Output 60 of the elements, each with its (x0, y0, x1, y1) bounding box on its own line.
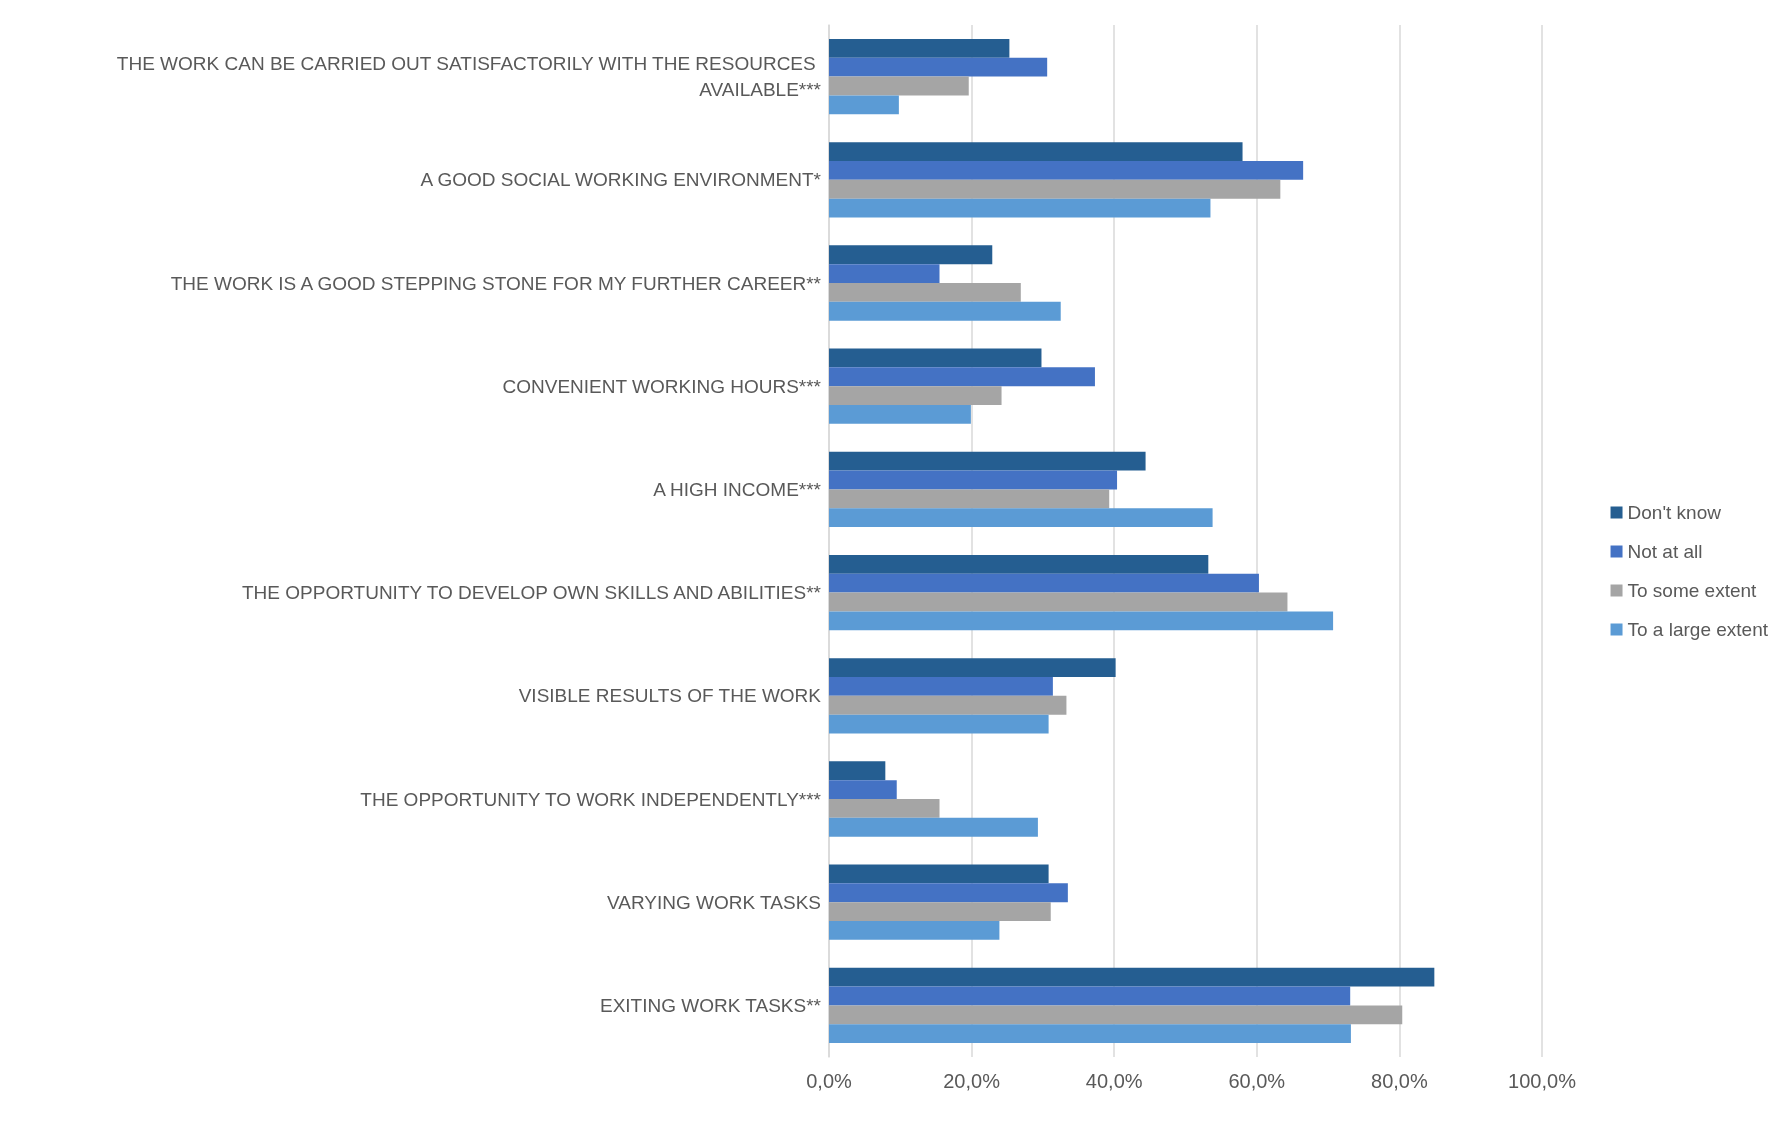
bar (829, 264, 940, 283)
bar (829, 967, 1435, 987)
bar (829, 592, 1288, 612)
bar (829, 573, 1259, 593)
bar (829, 405, 971, 424)
bar (829, 883, 1068, 903)
bar (829, 695, 1067, 715)
y-tick-label: THE WORK CAN BE CARRIED OUT SATISFACTORILY WITH THE RESOURCES AVAILABLE*** (116, 53, 822, 101)
y-tick-label: A HIGH INCOME*** (653, 478, 822, 500)
bar (829, 57, 1048, 77)
bar (829, 179, 1281, 199)
bar (829, 902, 1051, 922)
legend-label: Not at all (1627, 541, 1703, 562)
y-tick-label: A GOOD SOCIAL WORKING ENVIRONMENT* (420, 169, 822, 191)
y-tick-label: THE OPPORTUNITY TO DEVELOP OWN SKILLS AND ABILITIES** (242, 582, 822, 604)
bar (829, 283, 1021, 302)
x-tick-label: 60,0% (1228, 1070, 1286, 1092)
bar (829, 142, 1243, 161)
bar (829, 245, 993, 265)
x-tick-label: 0,0% (806, 1070, 853, 1092)
bar (829, 1005, 1403, 1025)
bar (829, 451, 1146, 471)
bar (829, 38, 1010, 58)
legend-label: To some extent (1627, 580, 1758, 601)
bar (829, 301, 1061, 321)
y-tick-label: THE WORK IS A GOOD STEPPING STONE FOR MY FURTHER CAREER** (170, 272, 822, 294)
bar (829, 1024, 1351, 1044)
bar (829, 676, 1053, 696)
x-tick-label: 80,0% (1371, 1070, 1428, 1092)
y-tick-label: CONVENIENT WORKING HOURS*** (502, 375, 822, 397)
bar (829, 864, 1049, 884)
bar (829, 367, 1095, 387)
bar (829, 611, 1334, 631)
bar (829, 95, 899, 115)
bar (829, 470, 1118, 490)
bar (829, 508, 1213, 528)
x-tick-label: 40,0% (1085, 1070, 1143, 1092)
bar (829, 489, 1110, 509)
bar (829, 658, 1116, 677)
legend-label: Don't know (1627, 502, 1722, 523)
x-tick-label: 20,0% (943, 1070, 1001, 1092)
y-tick-label: EXITING WORK TASKS** (599, 994, 822, 1016)
bar (829, 554, 1209, 574)
bar (829, 780, 897, 799)
bar (829, 386, 1002, 406)
y-tick-label: THE OPPORTUNITY TO WORK INDEPENDENTLY*** (360, 788, 822, 810)
bar (829, 348, 1042, 368)
bar (829, 76, 969, 96)
y-tick-label: VISIBLE RESULTS OF THE WORK (518, 685, 822, 707)
bar (829, 714, 1049, 734)
bar (829, 160, 1304, 180)
bar (829, 986, 1351, 1006)
bar (829, 799, 940, 818)
y-tick-label: VARYING WORK TASKS (607, 891, 821, 913)
legend-label: To a large extent (1627, 619, 1769, 640)
bar (829, 817, 1038, 837)
bar (829, 921, 1000, 940)
bar (829, 198, 1211, 218)
x-tick-label: 100,0% (1508, 1070, 1577, 1092)
bar (829, 761, 886, 781)
